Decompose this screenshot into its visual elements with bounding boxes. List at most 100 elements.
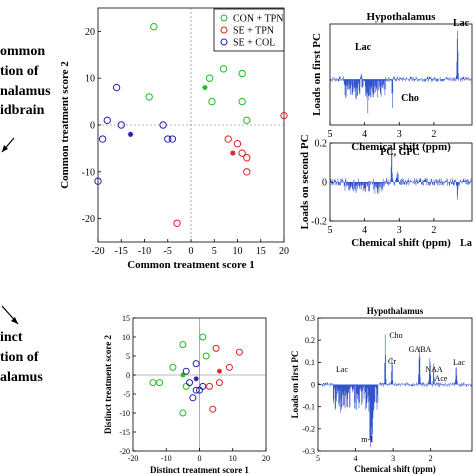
y-tick-label: -0.2 [311, 217, 327, 228]
scatter-point [238, 149, 246, 157]
legend-label: CON + TPN [233, 14, 283, 25]
plot-frame [329, 23, 473, 126]
y-tick-label: 0.3 [305, 314, 315, 323]
scatter-point [117, 121, 125, 129]
left-label-line-5: inct [0, 330, 23, 345]
scatter-point [199, 382, 207, 390]
left-label-line-4: idbrain [0, 103, 45, 118]
x-tick-label: -5 [164, 246, 172, 257]
peak-annotation: Lac [336, 365, 348, 374]
peak-annotation: PC, GPC [380, 147, 419, 158]
scatter-point [192, 386, 200, 394]
arrow-bottom-head [11, 317, 18, 324]
peak-annotation: NAA [425, 365, 443, 374]
scatter-point [199, 333, 207, 341]
scatter-point [209, 405, 217, 413]
peak-annotation: m-I [361, 435, 373, 444]
scatter-point [164, 135, 172, 143]
x-tick-label: 20 [279, 246, 289, 257]
legend-label: SE + TPN [233, 26, 274, 37]
x-tick-label: 4 [362, 129, 367, 140]
y-tick-label: -0.3 [302, 447, 315, 456]
scatter-point [238, 97, 246, 106]
y-tick-label: 15 [122, 314, 130, 323]
y-tick-label: -0.1 [302, 402, 315, 411]
scatter-point [179, 409, 187, 417]
scatter-point [103, 116, 112, 125]
y-axis-label: Distinct treatment score 2 [103, 335, 113, 434]
x-tick-label: 15 [256, 246, 266, 257]
scatter-point [192, 360, 200, 368]
peak-annotation: Lac [355, 42, 372, 53]
y-axis-label: Loads on first PC [290, 351, 300, 419]
spectrum-second-pc: 5 4 3 2 -0.2 0 0.2 Chemical shift (ppm) Loads on… [299, 134, 473, 249]
scatter-point [225, 363, 233, 371]
peak-annotation: Cho [389, 331, 402, 340]
peak-annotation: GABA [409, 345, 432, 354]
peak-annotation: Lac [453, 18, 470, 29]
peak-annotation: Cho [401, 93, 419, 104]
y-tick-label: 10 [85, 74, 95, 85]
left-label-line-3: nalamus [0, 84, 51, 99]
y-tick-label: -0.2 [302, 425, 315, 434]
y-tick-label: 0.2 [305, 336, 315, 345]
scatter-point [208, 97, 216, 106]
x-tick-label: -10 [138, 246, 151, 257]
scatter-point [205, 382, 213, 390]
y-axis-label: Common treatment score 2 [59, 61, 71, 189]
centroid-marker [193, 376, 199, 382]
x-tick-label: -20 [128, 454, 139, 463]
scatter-point [243, 154, 251, 162]
scatter-point [179, 341, 187, 349]
scatter-point [235, 348, 243, 356]
x-axis-label: Common treatment score 1 [127, 259, 255, 271]
scatter-point [224, 135, 232, 143]
scatter-point [173, 219, 181, 227]
x-tick-label: 3 [397, 225, 402, 236]
x-tick-label: 4 [354, 454, 358, 463]
x-tick-label: 5 [212, 246, 217, 257]
scatter-point [233, 140, 242, 148]
x-tick-label: -15 [115, 246, 128, 257]
x-tick-label: 0 [198, 454, 202, 463]
y-tick-label: 0 [311, 380, 315, 389]
scatter-point [205, 74, 214, 82]
scatter-point [243, 168, 251, 176]
y-tick-label: 10 [122, 333, 130, 342]
panel-title: Hypothalamus [367, 306, 424, 316]
legend-box [213, 8, 285, 52]
left-label-line-1: ommon [0, 44, 46, 59]
spectrum-first-pc-bottom: 5 4 3 2 -0.3 -0.2 -0.1 0 0.1 0.2 0.3 Chemical shift… [290, 306, 473, 474]
peak-annotation: Cr [388, 357, 396, 366]
x-tick-label: 2 [429, 454, 433, 463]
y-axis-label: Loads on first PC [311, 33, 323, 116]
scatter-point [169, 363, 177, 371]
x-tick-label: 20 [262, 454, 270, 463]
arrow-top-head [2, 145, 8, 152]
x-tick-label: 10 [229, 454, 237, 463]
scatter-point [243, 116, 251, 125]
scatter-point [145, 93, 153, 101]
x-tick-label: 2 [431, 129, 436, 140]
peak-annotation: Ace [435, 374, 448, 383]
centroid-marker [202, 84, 208, 91]
y-tick-label: 0 [322, 178, 327, 189]
panel-title: Hypothalamus [366, 11, 436, 23]
y-tick-label: 0 [126, 371, 130, 380]
y-tick-label: 20 [85, 27, 95, 38]
x-axis-label: Distinct treatment score 1 [150, 465, 249, 474]
x-tick-label: 5 [328, 129, 333, 140]
y-tick-label: 5 [126, 352, 130, 361]
x-tick-label: -20 [91, 246, 104, 257]
x-axis-label: Chemical shift (ppm) [354, 464, 436, 474]
scatter-point [280, 111, 288, 120]
y-tick-label: -10 [82, 167, 95, 178]
x-tick-label: 3 [397, 129, 402, 140]
x-tick-label: 3 [391, 454, 395, 463]
y-tick-label: -20 [82, 214, 95, 225]
x-tick-label: 0 [189, 246, 194, 257]
centroid-marker [230, 150, 236, 156]
left-label-line-7: alamus [0, 370, 43, 385]
scatter-point [189, 394, 197, 402]
